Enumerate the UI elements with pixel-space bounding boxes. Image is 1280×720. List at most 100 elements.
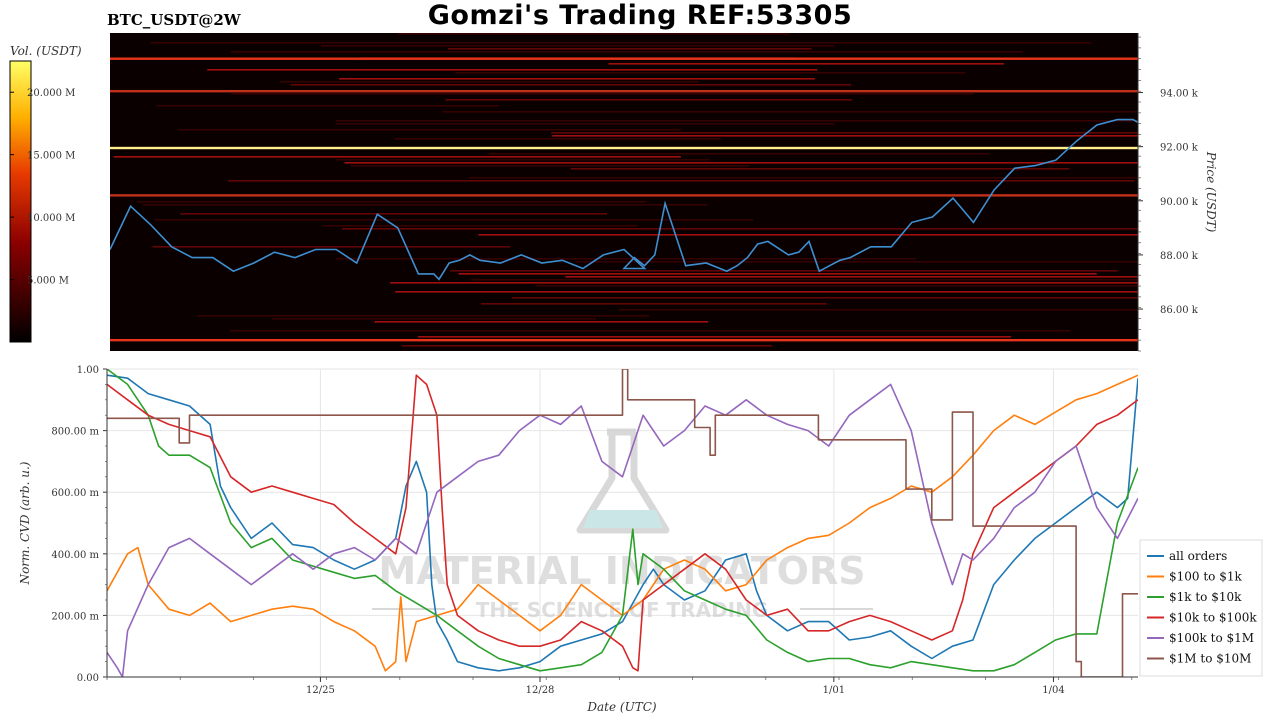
watermark: MATERIAL INDICATORS THE SCIENCE OF TRADI… (372, 428, 873, 622)
price-tick-label: 92.00 k (1160, 143, 1199, 154)
heatmap-band (228, 180, 1135, 182)
heatmap-band (488, 153, 990, 155)
legend-label: $1k to $10k (1169, 590, 1242, 604)
date-tick-label: 1/01 (823, 685, 845, 696)
heatmap-band (402, 345, 772, 347)
price-tick-label: 94.00 k (1160, 89, 1199, 100)
cvd-axis-label: Norm. CVD (arb. u.) (18, 461, 32, 585)
legend-label: $100k to $1M (1169, 631, 1254, 645)
cvd-y-tick-label: 1.00 (77, 365, 99, 376)
colorbar-tick-label: 5.000 M (27, 276, 69, 287)
heatmap-band (142, 204, 708, 206)
heatmap-band (154, 219, 754, 221)
date-tick-label: 1/04 (1042, 685, 1064, 696)
heatmap-band (156, 105, 500, 107)
heatmap-band (207, 69, 818, 71)
price-tick-label: 90.00 k (1160, 197, 1199, 208)
heatmap-band (374, 321, 709, 323)
heatmap-band (351, 165, 750, 167)
heatmap-band (395, 138, 721, 140)
heatmap-band (152, 246, 511, 248)
heatmap-band (471, 279, 1138, 281)
colorbar-tick-label: 10.000 M (27, 213, 75, 224)
cvd-line (107, 374, 1138, 672)
cvd-y-tick-label: 400.00 m (51, 550, 99, 561)
watermark-main: MATERIAL INDICATORS (378, 549, 865, 593)
heatmap-band (390, 282, 1138, 284)
heatmap-band (398, 33, 790, 35)
heatmap-band (180, 213, 608, 215)
heatmap-band (335, 120, 1138, 122)
cvd-line (107, 374, 1138, 672)
date-tick-label: 12/25 (306, 685, 335, 696)
heatmap-band (551, 132, 1138, 134)
heatmap-band (136, 201, 647, 203)
heatmap-band (177, 129, 681, 131)
colorbar (9, 60, 32, 343)
price-tick-label: 88.00 k (1160, 251, 1199, 262)
heatmap-band (481, 303, 827, 305)
date-tick-label: 12/28 (526, 685, 555, 696)
heatmap-band (113, 156, 681, 158)
liquidity-levels (110, 57, 1138, 342)
heatmap-band (321, 45, 835, 47)
liquidity-level (110, 89, 1138, 93)
price-axis-label: Price (USDT) (1204, 151, 1218, 233)
heatmap-band (458, 273, 1097, 275)
colorbar-tick-label: 20.000 M (27, 88, 75, 99)
heatmap-band (342, 228, 1138, 230)
cvd-line (107, 369, 1138, 672)
cvd-grid (107, 368, 1138, 678)
heatmap-band (619, 309, 1138, 311)
legend-label: $10k to $100k (1169, 611, 1257, 625)
colorbar-label: Vol. (USDT) (10, 44, 82, 58)
date-axis-label: Date (UTC) (586, 700, 656, 714)
heatmap-band (344, 162, 1138, 164)
heatmap-band (445, 99, 852, 101)
heatmap-bands (113, 33, 1138, 347)
legend (1139, 539, 1263, 677)
heatmap-band (279, 81, 699, 83)
heatmap-panel (110, 33, 1138, 351)
heatmap-band (150, 42, 1092, 44)
heatmap-band (478, 234, 1138, 236)
heatmap-band (417, 336, 1011, 338)
heatmap-band (455, 72, 966, 74)
liquidity-level (110, 57, 1138, 60)
heatmap-band (570, 168, 1070, 170)
price-axis: 94.00 k 92.00 k 90.00 k 88.00 k 86.00 k (1137, 33, 1199, 352)
heatmap-band (336, 159, 710, 161)
heatmap-band (395, 291, 1138, 293)
cvd-y-tick-label: 800.00 m (51, 427, 99, 438)
heatmap-band (271, 318, 596, 320)
heatmap-band (442, 111, 1138, 113)
cvd-y-tick-label: 0.00 (77, 673, 99, 684)
heatmap-band (468, 177, 1138, 179)
heatmap-band (552, 135, 1138, 137)
cvd-line (107, 369, 1138, 677)
flask-icon (576, 428, 670, 534)
legend-items: all orders $100 to $1k $1k to $10k $10k to … (1147, 549, 1257, 666)
liquidity-level (110, 338, 1138, 342)
cvd-axes: 1.00 800.00 m 600.00 m 400.00 m 200.00 m 0.00… (51, 365, 1138, 696)
heatmap-band (447, 48, 812, 50)
colorbar-ticks: 20.000 M 15.000 M 10.000 M 5.000 M (10, 88, 75, 287)
heatmap-band (450, 270, 1118, 272)
colorbar-tick-label: 15.000 M (27, 151, 75, 162)
cvd-y-tick-label: 600.00 m (51, 488, 99, 499)
heatmap-band (536, 285, 1138, 287)
heatmap-band (229, 330, 1071, 332)
chart-title: Gomzi's Trading REF:53305 (427, 0, 853, 31)
heatmap-band (231, 93, 974, 95)
cvd-series (107, 369, 1138, 677)
liquidity-level (110, 194, 1138, 197)
cvd-y-tick-label: 200.00 m (51, 611, 99, 622)
price-tick-label: 86.00 k (1160, 305, 1199, 316)
pair-label: BTC_USDT@2W (107, 11, 241, 29)
heatmap-band (335, 258, 916, 260)
heatmap-band (196, 315, 650, 317)
cvd-line (107, 383, 1138, 677)
heatmap-band (230, 51, 1023, 53)
heatmap-band (575, 261, 1138, 263)
legend-label: $1M to $10M (1169, 652, 1251, 666)
